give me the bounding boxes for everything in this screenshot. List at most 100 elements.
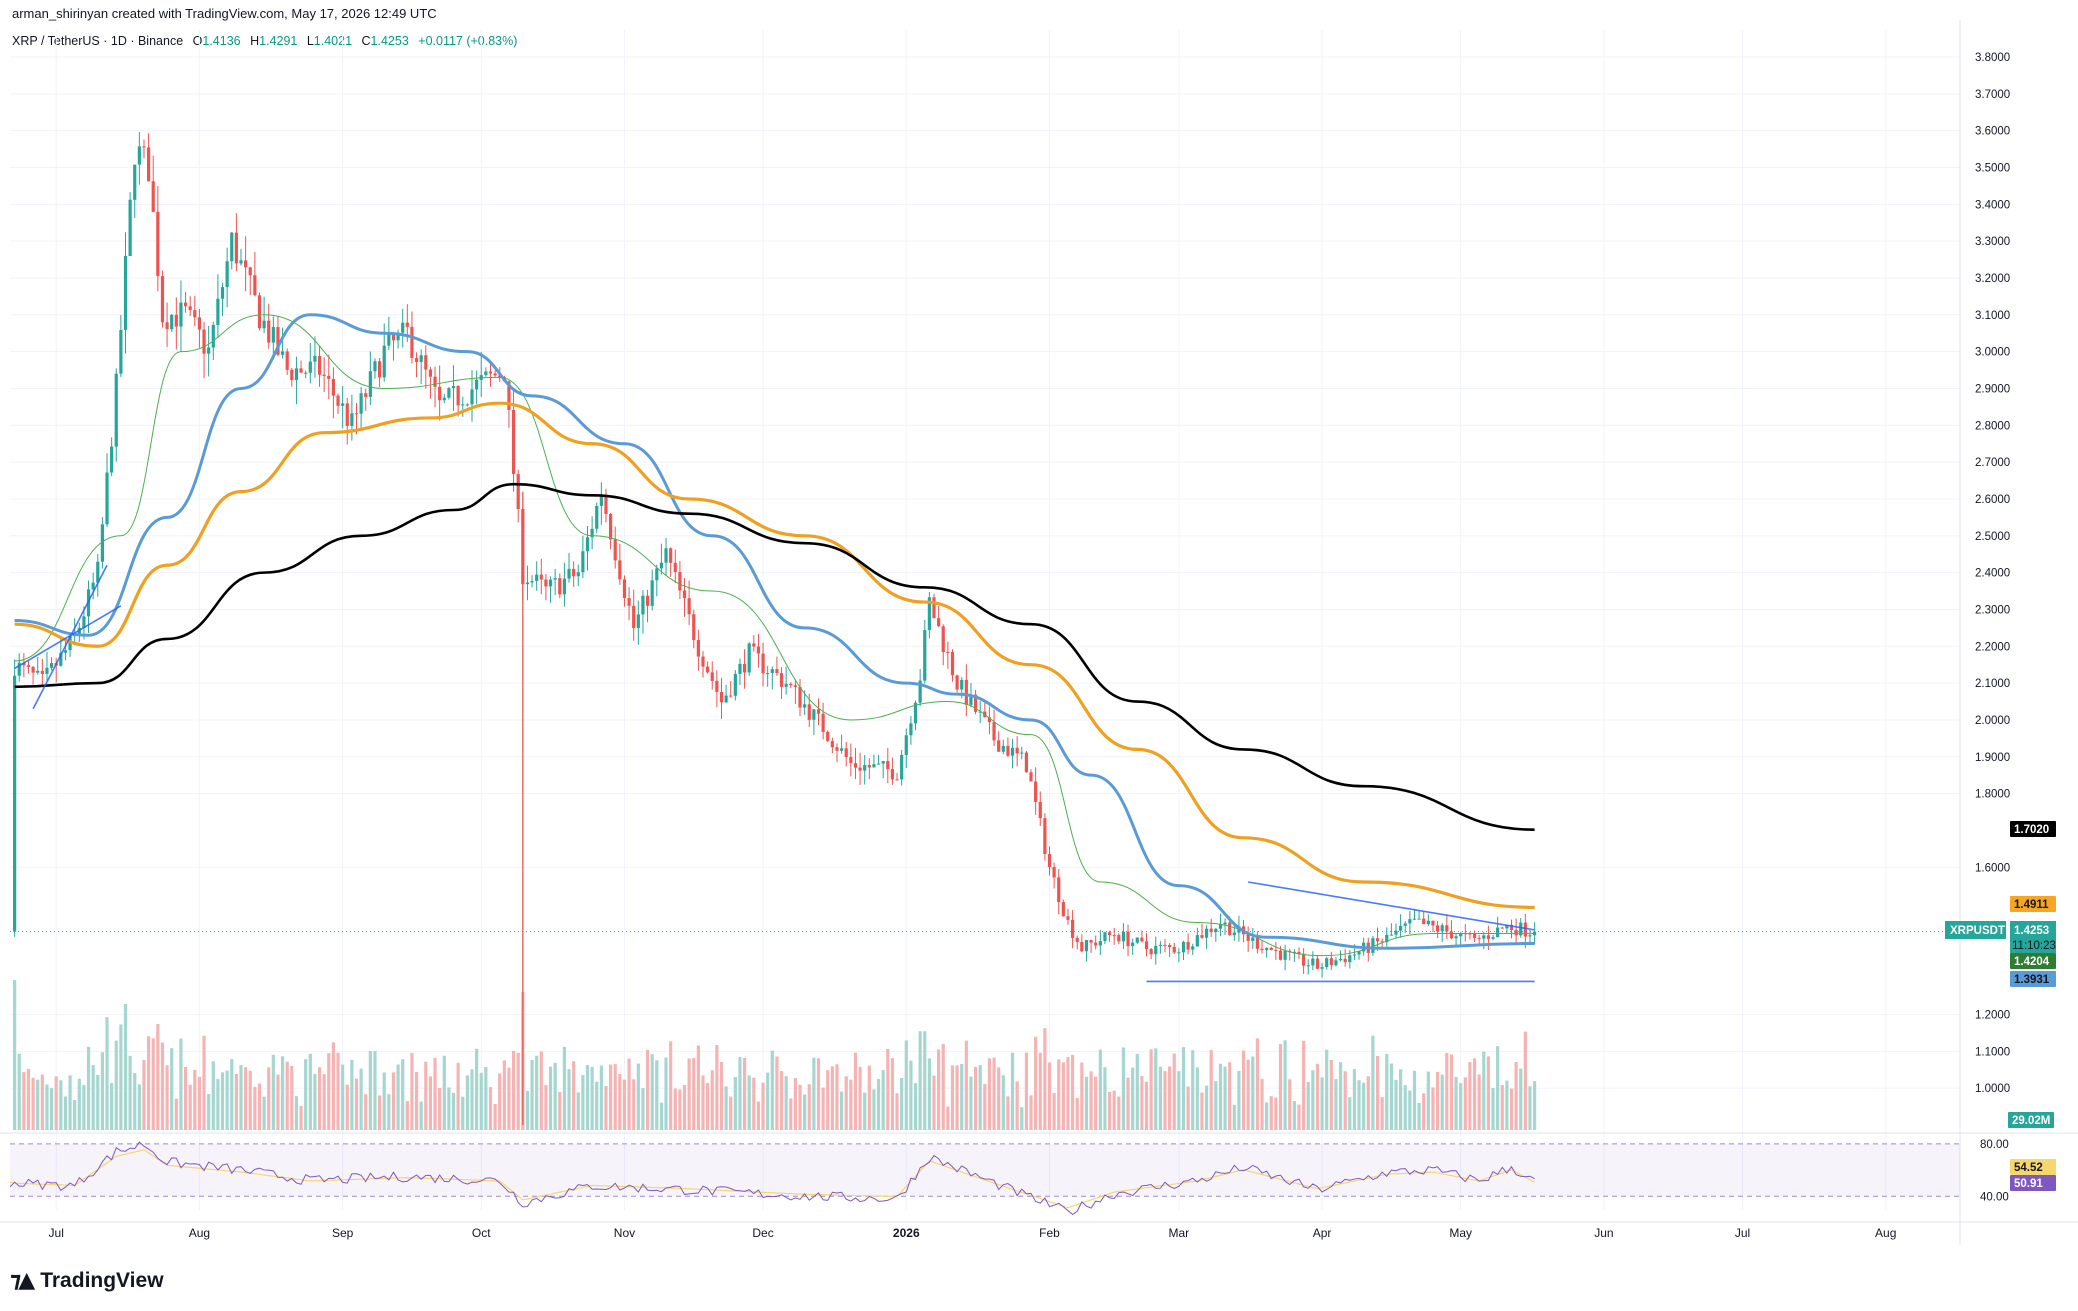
candle-body	[1006, 745, 1010, 756]
volume-bar	[160, 1042, 165, 1130]
volume-bar	[844, 1076, 848, 1130]
symbol-title[interactable]: XRP / TetherUS · 1D · Binance	[12, 34, 184, 48]
symbol-legend: XRP / TetherUS · 1D · Binance O1.4136 H1…	[12, 34, 517, 48]
volume-bar	[502, 1060, 506, 1130]
candle-body	[17, 662, 21, 676]
volume-bar	[632, 1079, 636, 1130]
volume-bar	[193, 1069, 197, 1130]
volume-bar	[1283, 1040, 1287, 1130]
volume-bar	[428, 1076, 433, 1130]
candle-body	[82, 616, 86, 628]
candle-body	[955, 675, 959, 690]
candle-body	[1214, 928, 1218, 933]
candle-body	[193, 310, 197, 318]
candle-body	[1385, 934, 1389, 943]
candle-body	[1302, 953, 1306, 966]
volume-bar	[1334, 1079, 1338, 1130]
candle-body	[220, 287, 225, 299]
volume-bar	[82, 1084, 86, 1130]
candle-body	[100, 524, 104, 562]
candle-body	[1121, 931, 1126, 942]
volume-bar	[63, 1096, 68, 1130]
candle-body	[1140, 937, 1144, 942]
candle-body	[886, 761, 890, 770]
x-tick-label: Apr	[1313, 1226, 1332, 1240]
candle-body	[322, 374, 326, 376]
symbol-badge: XRPUSDT	[1950, 925, 2005, 937]
price-axis[interactable]: 3.8000 3.7000 3.6000 3.5000 3.4000 3.3000 3.20…	[1975, 52, 2010, 1095]
candle-body	[1523, 922, 1527, 937]
volume-bar	[710, 1070, 714, 1130]
candle-body	[428, 369, 433, 377]
y-tick-label: 2.1000	[1975, 678, 2010, 690]
volume-bar	[775, 1056, 779, 1130]
volume-bar	[913, 1083, 918, 1130]
candle-body	[595, 505, 599, 529]
volume-bar	[766, 1072, 770, 1130]
candle-body	[1380, 941, 1384, 943]
volume-bar	[484, 1067, 488, 1130]
candle-body	[581, 551, 585, 573]
y-tick-label: 1.6000	[1975, 862, 2010, 874]
volume-bar	[1057, 1059, 1061, 1130]
volume-bar	[1228, 1062, 1232, 1130]
volume-bar	[1463, 1077, 1467, 1130]
candle-body	[387, 334, 391, 346]
volume-bar	[36, 1079, 40, 1130]
candle-body	[669, 548, 673, 563]
candle-body	[49, 663, 54, 668]
volume-bar	[1043, 1028, 1047, 1130]
candle-body	[937, 618, 941, 627]
candle-body	[174, 314, 178, 327]
volume-bar	[179, 1038, 183, 1130]
volume-bar	[378, 1095, 382, 1130]
volume-bar	[1454, 1077, 1458, 1130]
candle-body	[262, 320, 266, 329]
candle-body	[1505, 924, 1509, 929]
volume-bar	[798, 1084, 802, 1130]
candle-body	[766, 673, 770, 675]
candle-body	[609, 513, 613, 540]
volume-bar	[1010, 1052, 1015, 1130]
volume-bar	[100, 1052, 104, 1130]
candle-body	[632, 605, 636, 629]
price-badge-bg	[2010, 821, 2056, 837]
candle-body	[160, 276, 165, 323]
y-tick-label: 3.0000	[1975, 347, 2010, 359]
volume-bar	[992, 1057, 996, 1130]
y-tick-label: 3.2000	[1975, 273, 2010, 285]
volume-bar	[96, 1074, 100, 1130]
candle-body	[230, 232, 234, 262]
volume-bar	[664, 1057, 668, 1130]
candle-body	[724, 695, 728, 703]
volume-bar	[909, 1060, 913, 1130]
candle-body	[13, 675, 17, 932]
candle-body	[1015, 747, 1019, 754]
volume-bar	[488, 1087, 493, 1130]
candle-body	[599, 496, 603, 506]
volume-bar	[525, 1090, 530, 1130]
x-tick-label: Oct	[472, 1226, 491, 1240]
volume-bar	[978, 1064, 982, 1130]
volume-bar	[31, 1077, 35, 1130]
volume-bar	[156, 1024, 160, 1130]
candle-body	[1306, 965, 1310, 967]
candle-body	[1223, 922, 1227, 925]
time-axis[interactable]: Jul Aug Sep Oct Nov Dec 2026 Feb Mar Apr May Jun Jul…	[49, 1226, 1897, 1240]
candle-body	[1329, 958, 1333, 966]
candle-body	[1001, 745, 1005, 752]
candle-body	[456, 385, 460, 406]
candle-body	[803, 704, 807, 708]
volume-bar	[1177, 1071, 1181, 1130]
candle-body	[918, 680, 922, 703]
candle-body	[461, 404, 465, 406]
candle-body	[188, 306, 192, 311]
candle-body	[525, 582, 530, 585]
volume-bar	[290, 1065, 294, 1130]
candle-body	[368, 371, 372, 397]
volume-bar	[1288, 1079, 1292, 1130]
candle-body	[1449, 931, 1454, 939]
volume-bar	[955, 1065, 959, 1130]
volume-bar	[849, 1079, 853, 1130]
